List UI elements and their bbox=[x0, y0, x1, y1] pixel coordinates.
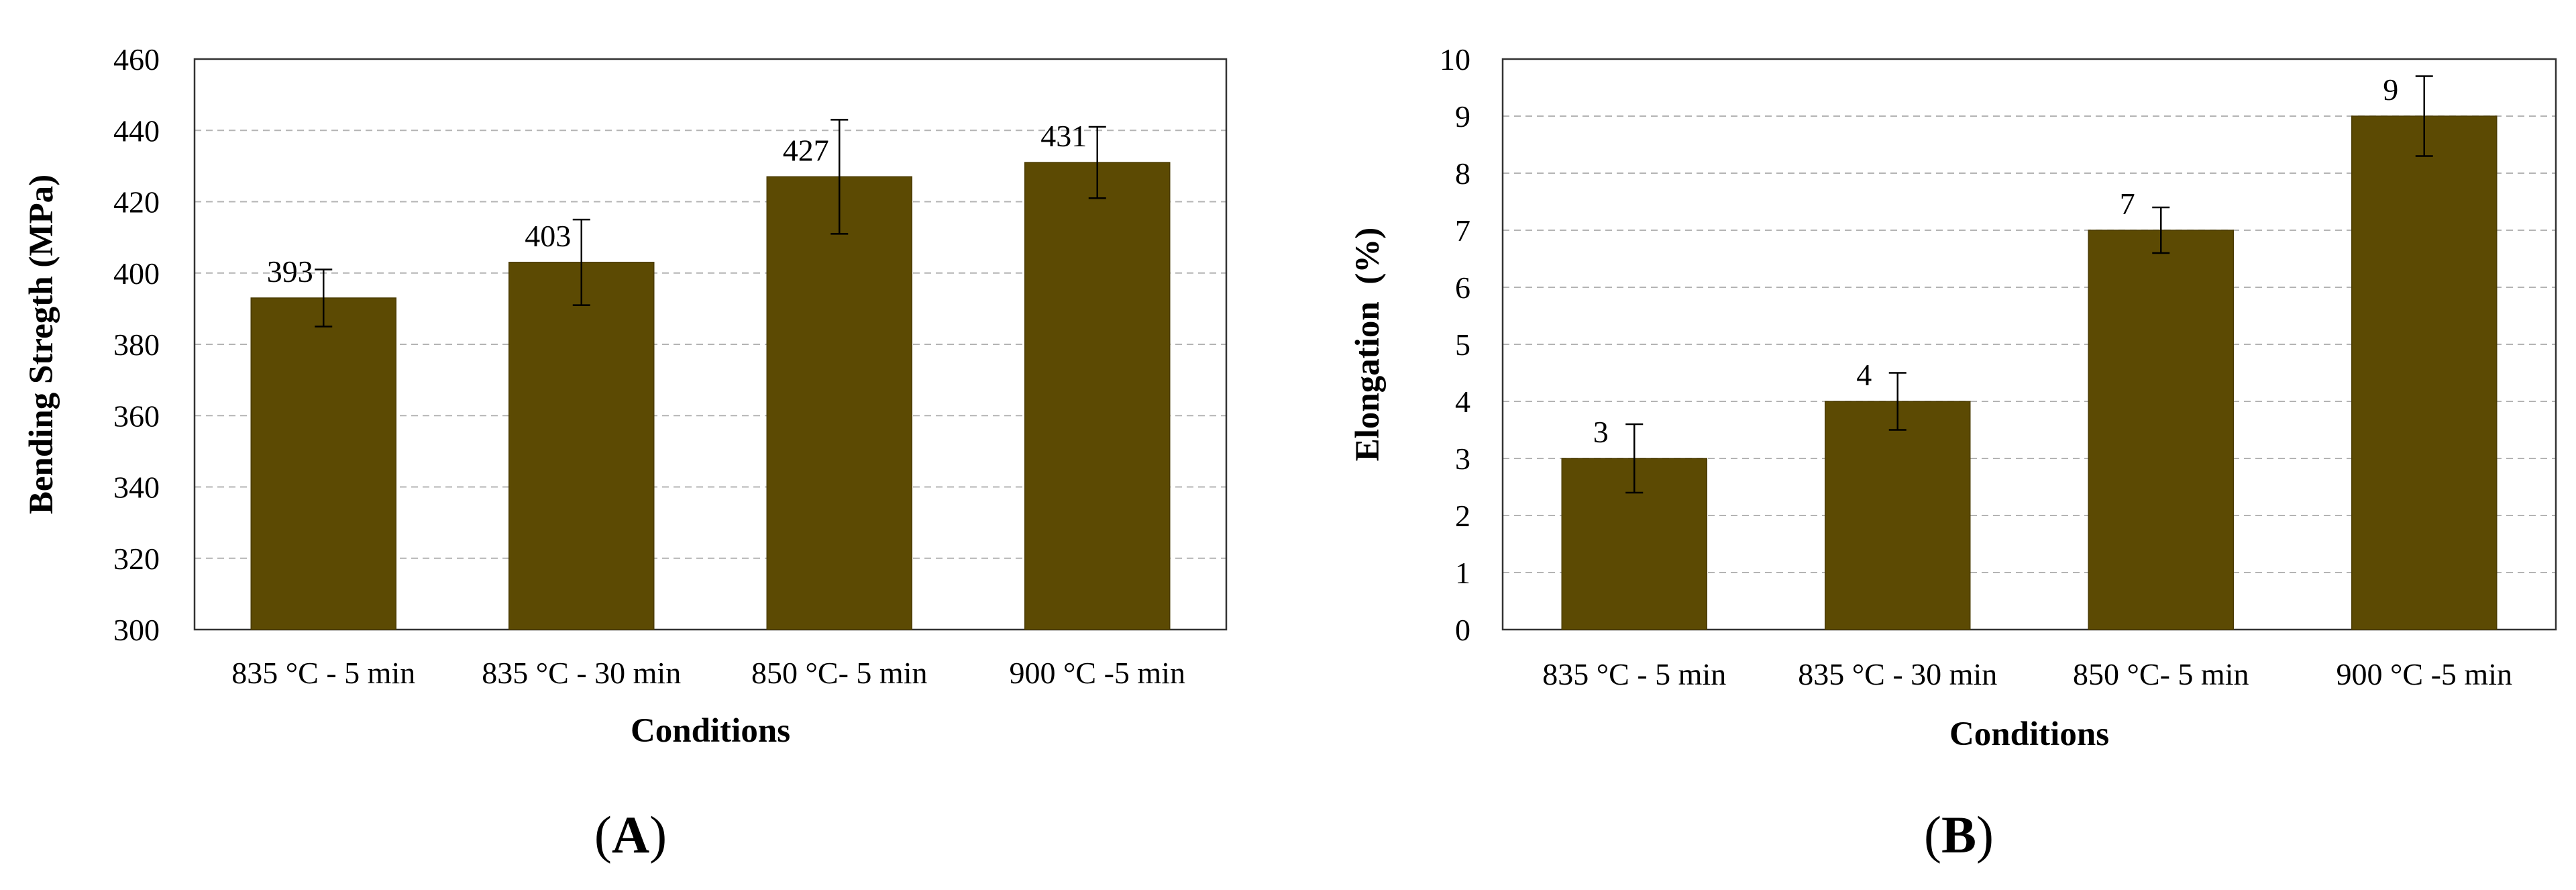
panel-b-letter: B bbox=[1941, 805, 1976, 864]
data-label: 3 bbox=[1593, 415, 1609, 449]
data-label: 4 bbox=[1856, 358, 1872, 392]
panel-b-label: (B) bbox=[1924, 805, 1994, 864]
y-tick-label: 10 bbox=[1440, 42, 1470, 77]
y-tick-label: 2 bbox=[1455, 499, 1470, 533]
y-tick-label: 4 bbox=[1455, 385, 1470, 419]
x-tick-label: 835 °C - 30 min bbox=[482, 656, 681, 690]
y-tick-label: 1 bbox=[1455, 556, 1470, 590]
x-tick-label: 835 °C - 5 min bbox=[1542, 657, 1726, 691]
x-tick-label: 900 °C -5 min bbox=[2337, 657, 2512, 691]
data-label: 431 bbox=[1040, 119, 1087, 153]
y-tick-label: 5 bbox=[1455, 328, 1470, 362]
bar bbox=[250, 297, 396, 630]
data-label: 427 bbox=[783, 133, 829, 167]
y-tick-label: 380 bbox=[113, 328, 160, 362]
y-tick-label: 460 bbox=[113, 42, 160, 77]
y-tick-label: 360 bbox=[113, 399, 160, 433]
y-tick-label: 300 bbox=[113, 613, 160, 647]
y-axis-title: Elongation (%) bbox=[1349, 228, 1387, 462]
y-tick-label: 400 bbox=[113, 256, 160, 291]
y-tick-label: 440 bbox=[113, 113, 160, 148]
chart-panel-a: 300 320 340 360 380 400 420 440 460 393 835 °C - 5… bbox=[23, 42, 1228, 750]
x-axis-title: Conditions bbox=[1949, 715, 2109, 753]
y-tick-label: 320 bbox=[113, 542, 160, 576]
y-tick-label: 6 bbox=[1455, 270, 1470, 305]
plot-area-frame bbox=[193, 58, 1228, 631]
x-axis-title: Conditions bbox=[631, 712, 790, 750]
y-tick-label: 340 bbox=[113, 471, 160, 505]
data-label: 393 bbox=[267, 254, 313, 289]
data-label: 9 bbox=[2383, 72, 2398, 107]
y-tick-label: 0 bbox=[1455, 613, 1470, 647]
x-tick-label: 850 °C- 5 min bbox=[751, 656, 927, 690]
bar bbox=[766, 176, 912, 630]
data-label: 403 bbox=[525, 219, 571, 253]
chart-panel-b: 0 1 2 3 4 5 6 7 8 9 10 3 835 °C - 5 min 4 835 °C - 30 … bbox=[1349, 42, 2557, 753]
bar bbox=[2088, 230, 2234, 630]
y-tick-label: 420 bbox=[113, 185, 160, 219]
bar bbox=[2351, 115, 2498, 630]
x-tick-label: 835 °C - 5 min bbox=[231, 656, 415, 690]
data-label: 7 bbox=[2120, 187, 2135, 221]
y-tick-label: 7 bbox=[1455, 213, 1470, 248]
panel-a-letter: A bbox=[612, 805, 649, 864]
bar bbox=[1024, 162, 1171, 630]
y-tick-label: 3 bbox=[1455, 442, 1470, 476]
x-tick-label: 900 °C -5 min bbox=[1010, 656, 1185, 690]
y-tick-label: 9 bbox=[1455, 99, 1470, 134]
bar bbox=[1825, 401, 1971, 630]
plot-area-frame bbox=[1501, 58, 2557, 631]
x-tick-label: 850 °C- 5 min bbox=[2073, 657, 2249, 691]
y-axis-title: Bending Stregth (MPa) bbox=[23, 175, 60, 514]
bar bbox=[508, 262, 655, 630]
panel-a-label: (A) bbox=[594, 805, 667, 864]
x-tick-label: 835 °C - 30 min bbox=[1798, 657, 1997, 691]
y-tick-label: 8 bbox=[1455, 156, 1470, 191]
